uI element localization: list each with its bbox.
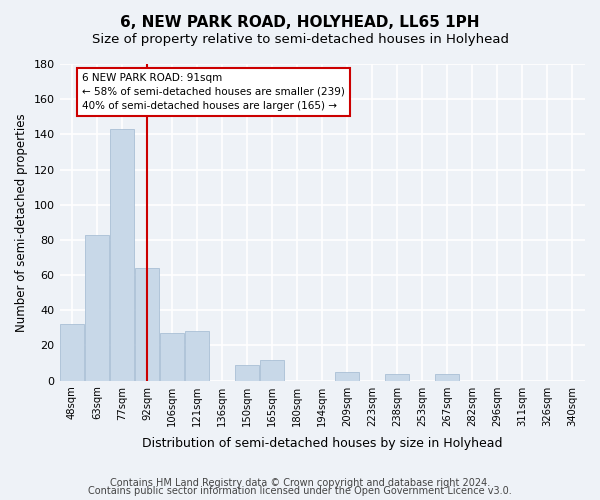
Bar: [260, 360, 284, 380]
Bar: [385, 374, 409, 380]
Bar: [85, 234, 109, 380]
Bar: [60, 324, 84, 380]
Text: Size of property relative to semi-detached houses in Holyhead: Size of property relative to semi-detach…: [91, 32, 509, 46]
X-axis label: Distribution of semi-detached houses by size in Holyhead: Distribution of semi-detached houses by …: [142, 437, 503, 450]
Y-axis label: Number of semi-detached properties: Number of semi-detached properties: [15, 113, 28, 332]
Bar: [185, 332, 209, 380]
Text: Contains HM Land Registry data © Crown copyright and database right 2024.: Contains HM Land Registry data © Crown c…: [110, 478, 490, 488]
Bar: [110, 129, 134, 380]
Text: Contains public sector information licensed under the Open Government Licence v3: Contains public sector information licen…: [88, 486, 512, 496]
Bar: [235, 365, 259, 380]
Bar: [335, 372, 359, 380]
Bar: [135, 268, 159, 380]
Text: 6 NEW PARK ROAD: 91sqm
← 58% of semi-detached houses are smaller (239)
40% of se: 6 NEW PARK ROAD: 91sqm ← 58% of semi-det…: [82, 73, 345, 111]
Text: 6, NEW PARK ROAD, HOLYHEAD, LL65 1PH: 6, NEW PARK ROAD, HOLYHEAD, LL65 1PH: [120, 15, 480, 30]
Bar: [160, 333, 184, 380]
Bar: [436, 374, 459, 380]
